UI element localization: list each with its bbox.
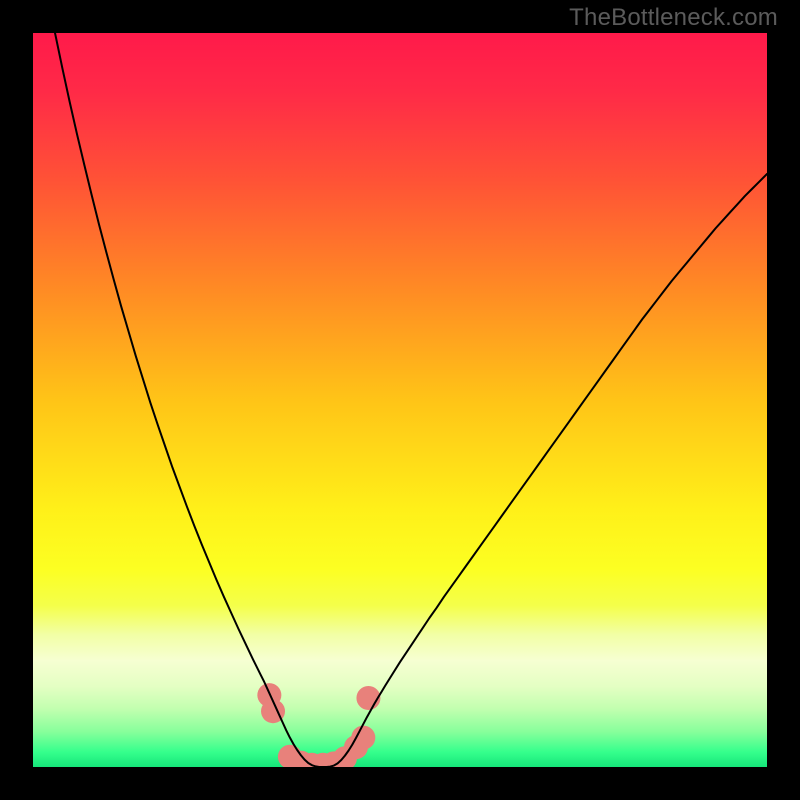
data-marker	[351, 726, 375, 750]
plot-background	[33, 33, 767, 767]
plot-area	[33, 33, 767, 767]
chart-frame: TheBottleneck.com	[0, 0, 800, 800]
plot-svg	[33, 33, 767, 767]
watermark-text: TheBottleneck.com	[569, 4, 778, 32]
